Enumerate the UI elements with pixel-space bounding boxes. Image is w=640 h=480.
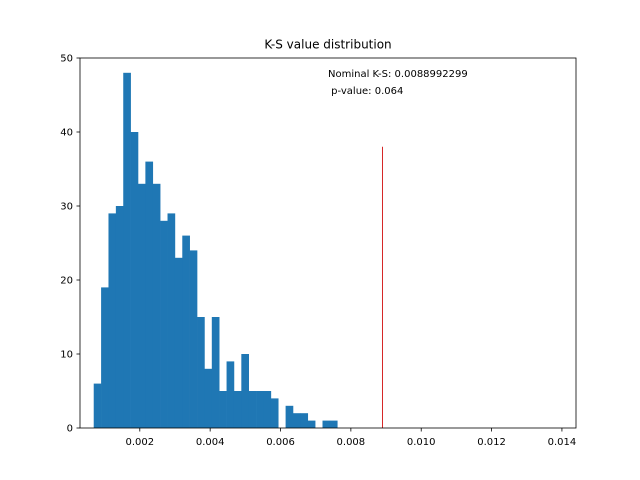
histogram-bar <box>182 235 190 428</box>
y-tick-label: 0 <box>67 424 73 435</box>
histogram-bar <box>174 257 183 428</box>
histogram-bar <box>138 183 146 428</box>
histogram-bar <box>263 391 272 428</box>
x-tick-label: 0.002 <box>125 437 154 448</box>
chart-title: K-S value distribution <box>264 38 391 52</box>
histogram-bar <box>285 405 294 428</box>
histogram-bar <box>130 132 139 428</box>
histogram-bar <box>307 420 316 428</box>
histogram-bar <box>101 287 109 428</box>
annotation-p-value: p-value: 0.064 <box>328 86 403 97</box>
histogram-bar <box>292 413 301 428</box>
x-tick-label: 0.014 <box>548 437 577 448</box>
histogram-bar <box>226 361 235 428</box>
x-tick-label: 0.004 <box>196 437 225 448</box>
histogram-bar <box>219 391 227 428</box>
y-tick-label: 40 <box>60 128 73 139</box>
x-tick-label: 0.006 <box>266 437 295 448</box>
y-tick-label: 20 <box>60 276 73 287</box>
histogram-bar <box>160 220 168 428</box>
x-tick-label: 0.012 <box>477 437 506 448</box>
histogram-bar <box>233 391 242 428</box>
y-tick-label: 30 <box>60 202 73 213</box>
histogram-bar <box>93 383 102 428</box>
x-tick-label: 0.008 <box>337 437 366 448</box>
histogram-bar <box>123 72 131 429</box>
histogram-bar <box>270 398 279 428</box>
histogram-bar <box>256 391 264 428</box>
histogram-bar <box>204 368 213 428</box>
histogram-bar <box>211 317 220 428</box>
histogram-bar <box>115 206 124 428</box>
x-tick-label: 0.010 <box>407 437 436 448</box>
y-tick-label: 10 <box>60 350 73 361</box>
histogram-bar <box>248 391 257 428</box>
histogram-bar <box>329 420 338 428</box>
y-axis-ticks: 0 10 20 30 40 50 <box>60 54 80 435</box>
axes-frame <box>79 57 577 429</box>
histogram-bar <box>108 213 117 428</box>
histogram-bar <box>145 161 154 428</box>
histogram-bar <box>189 250 198 428</box>
histogram-bar <box>167 213 176 428</box>
y-tick-label: 50 <box>60 54 73 65</box>
histogram-bar <box>241 354 250 428</box>
annotation-nominal-ks: Nominal K-S: 0.0088992299 <box>328 69 468 80</box>
histogram-bar <box>152 183 161 428</box>
x-axis-ticks: 0.002 0.004 0.006 0.008 0.010 0.012 0.014 <box>125 428 576 448</box>
histogram-bar <box>197 317 205 428</box>
histogram-bar <box>322 420 331 428</box>
histogram-bar <box>300 413 309 428</box>
histogram-bars <box>93 72 338 429</box>
